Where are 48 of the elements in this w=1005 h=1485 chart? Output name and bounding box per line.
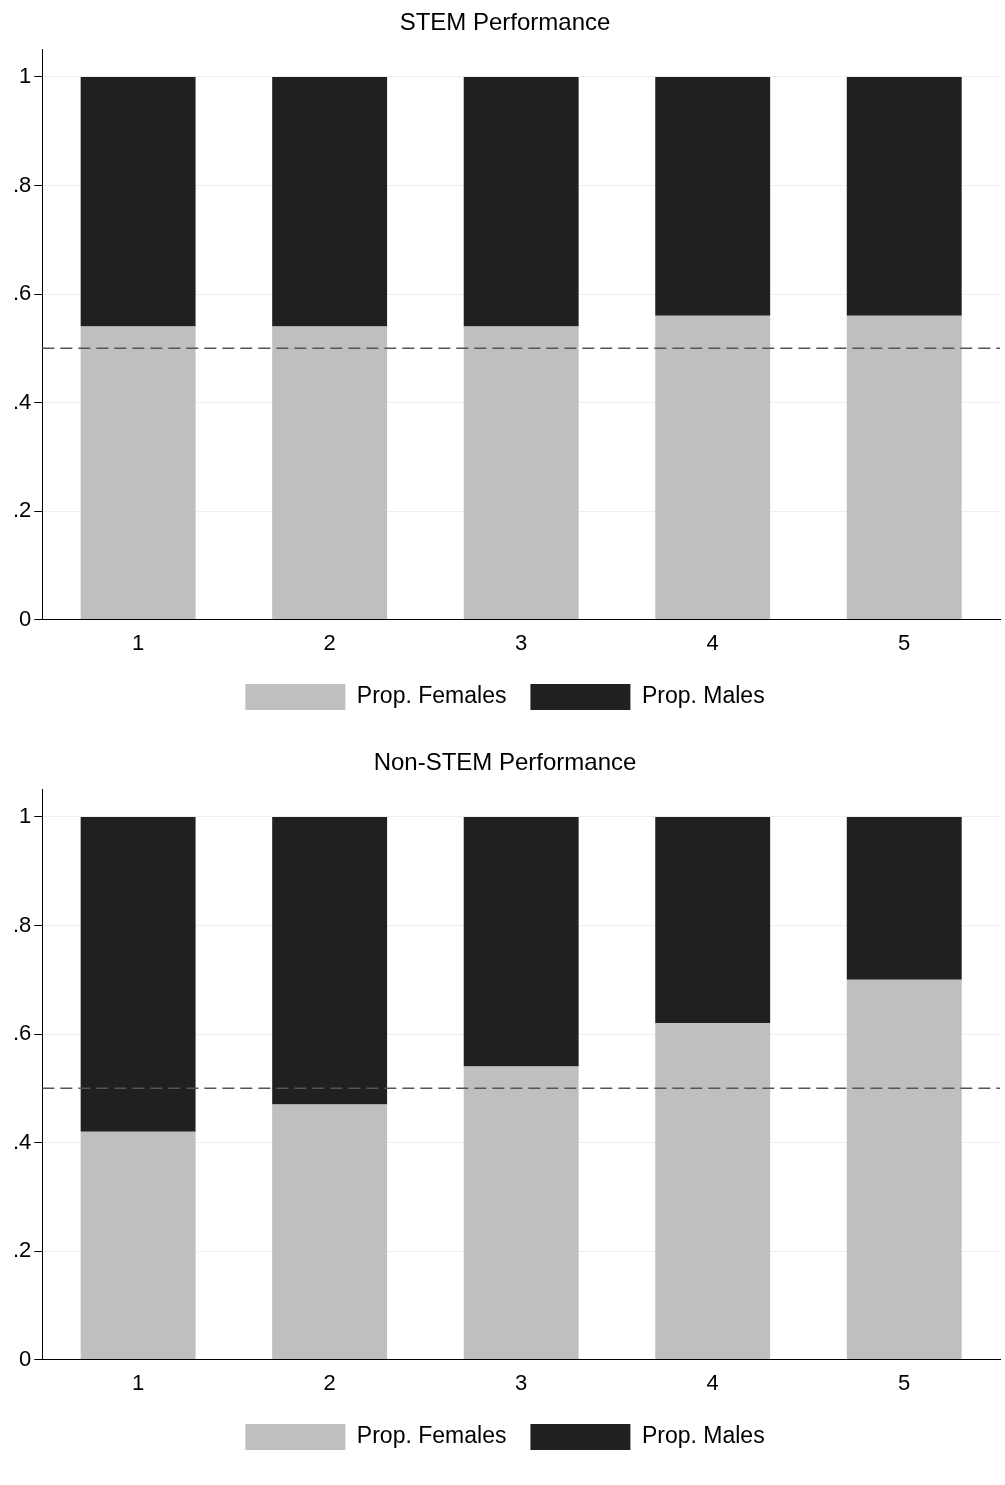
y-tick-label: 0 — [19, 1345, 32, 1371]
legend-label: Prop. Females — [356, 682, 507, 709]
x-tick-label: 1 — [131, 629, 145, 655]
y-tick-label: .8 — [12, 171, 32, 197]
x-tick-label: 5 — [898, 1369, 911, 1395]
y-tick-label: .8 — [12, 911, 32, 937]
bar — [272, 816, 388, 1105]
bar — [463, 76, 579, 327]
x-tick-label: 2 — [323, 1369, 336, 1395]
x-tick-label: 4 — [706, 1369, 719, 1395]
bar — [846, 76, 962, 316]
chart-title: Non-STEM Performance — [373, 748, 637, 776]
bar — [463, 816, 579, 1067]
y-tick-label: .2 — [12, 1237, 32, 1263]
legend-label: Prop. Males — [641, 1422, 765, 1449]
legend-label: Prop. Females — [356, 1422, 507, 1449]
bar — [80, 76, 196, 327]
x-tick-label: 1 — [131, 1369, 145, 1395]
bar — [272, 326, 388, 620]
x-tick-label: 5 — [898, 629, 911, 655]
bar — [463, 1066, 579, 1360]
x-tick-label: 4 — [706, 629, 719, 655]
bar — [655, 315, 771, 620]
bar — [846, 315, 962, 620]
bar — [272, 76, 388, 327]
legend-label: Prop. Males — [641, 682, 765, 709]
x-tick-label: 2 — [323, 629, 336, 655]
bar — [272, 1104, 388, 1360]
y-tick-label: 1 — [19, 803, 32, 828]
bar — [655, 1023, 771, 1360]
y-tick-label: .6 — [12, 280, 32, 306]
bar — [655, 816, 771, 1024]
y-tick-label: 0 — [19, 605, 32, 631]
chart-title: STEM Performance — [399, 8, 611, 36]
bar — [655, 76, 771, 316]
bar — [80, 326, 196, 620]
bar — [463, 326, 579, 620]
y-tick-label: .4 — [12, 388, 32, 414]
bar — [80, 1131, 196, 1360]
y-tick-label: .4 — [12, 1128, 32, 1154]
y-tick-label: .2 — [12, 497, 32, 523]
bar — [846, 979, 962, 1360]
bar — [80, 816, 196, 1132]
x-tick-label: 3 — [515, 629, 528, 655]
x-tick-label: 3 — [515, 1369, 528, 1395]
y-tick-label: .6 — [12, 1020, 32, 1046]
bar — [846, 816, 962, 980]
y-tick-label: 1 — [19, 63, 32, 88]
